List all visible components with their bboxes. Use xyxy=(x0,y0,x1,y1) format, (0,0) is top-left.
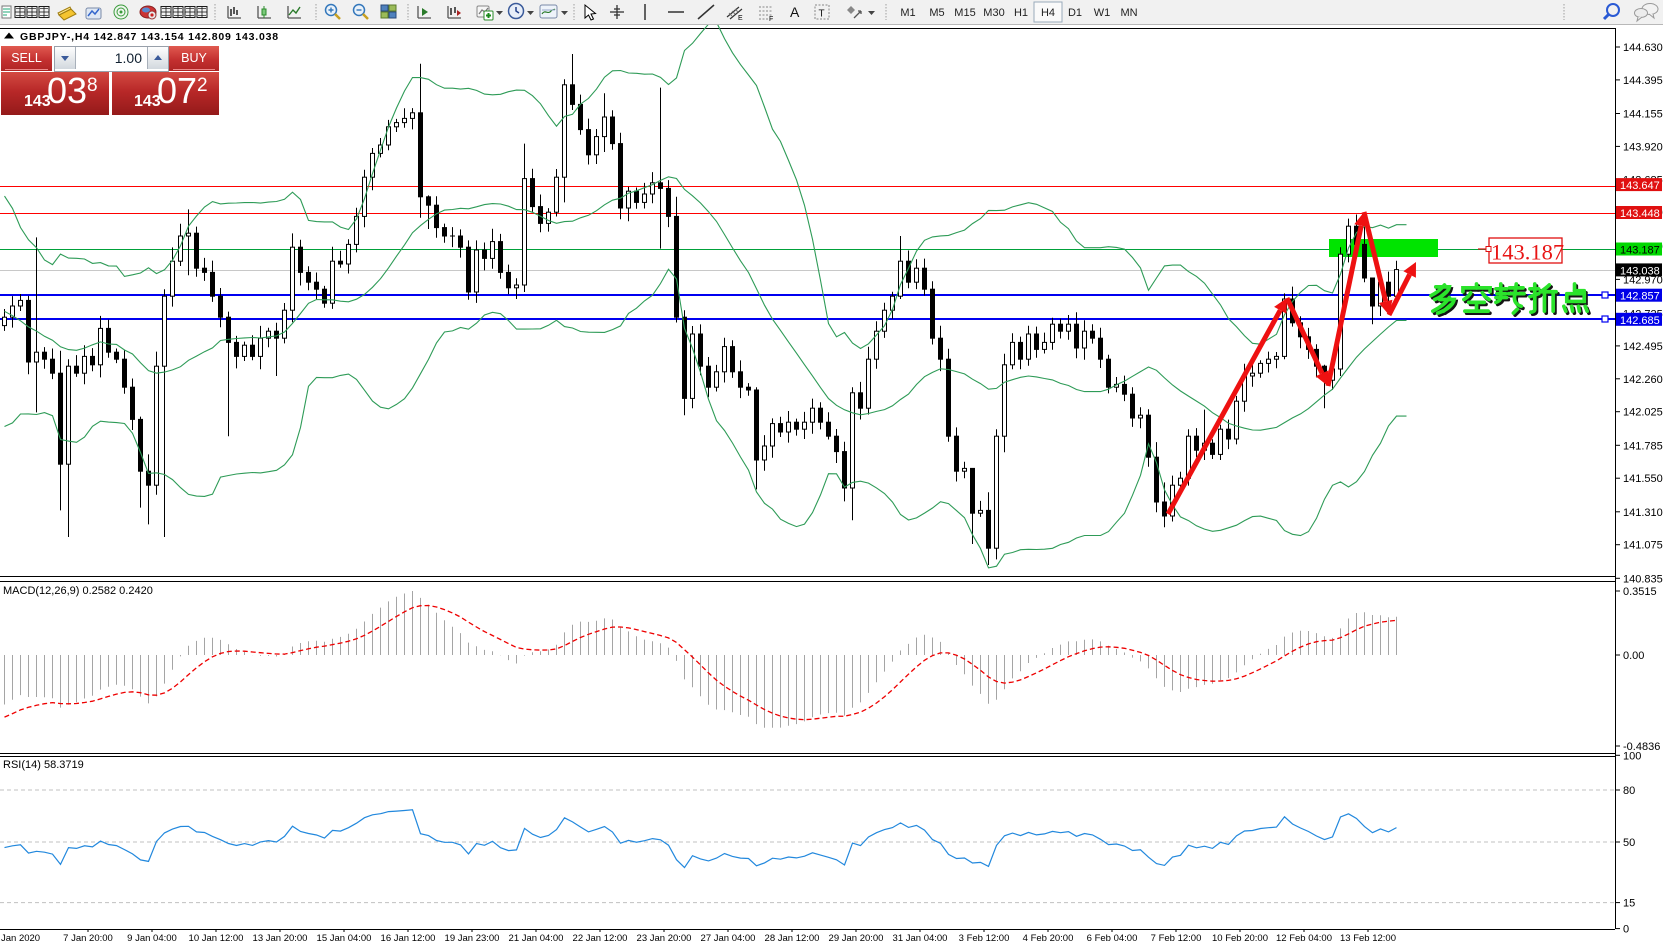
svg-text:140.835: 140.835 xyxy=(1623,573,1663,585)
svg-text:10 Feb 20:00: 10 Feb 20:00 xyxy=(1212,933,1268,944)
svg-text:7 Jan 20:00: 7 Jan 20:00 xyxy=(63,933,113,944)
svg-text:27 Jan 04:00: 27 Jan 04:00 xyxy=(701,933,756,944)
svg-text:142.260: 142.260 xyxy=(1623,374,1663,386)
svg-text:19 Jan 23:00: 19 Jan 23:00 xyxy=(445,933,500,944)
svg-text:141.075: 141.075 xyxy=(1623,540,1663,552)
svg-text:T: T xyxy=(819,9,825,20)
svg-text:142.970: 142.970 xyxy=(1623,274,1663,286)
svg-text:13 Jan 20:00: 13 Jan 20:00 xyxy=(253,933,308,944)
svg-text:12 Feb 04:00: 12 Feb 04:00 xyxy=(1276,933,1332,944)
svg-text:143.187: 143.187 xyxy=(1491,240,1564,265)
svg-text:141.550: 141.550 xyxy=(1623,473,1663,485)
svg-text:F: F xyxy=(769,16,773,23)
svg-text:31 Jan 04:00: 31 Jan 04:00 xyxy=(893,933,948,944)
svg-text:15 Jan 04:00: 15 Jan 04:00 xyxy=(317,933,372,944)
svg-text:13 Feb 12:00: 13 Feb 12:00 xyxy=(1340,933,1396,944)
svg-text:E: E xyxy=(738,15,743,22)
svg-text:-0.4836: -0.4836 xyxy=(1623,741,1660,753)
svg-text:0: 0 xyxy=(1623,924,1629,936)
svg-text:143.187: 143.187 xyxy=(1620,245,1660,257)
svg-text:22 Jan 12:00: 22 Jan 12:00 xyxy=(573,933,628,944)
svg-text:143.920: 143.920 xyxy=(1623,141,1663,153)
svg-text:Jan 2020: Jan 2020 xyxy=(1,933,40,944)
svg-text:0.3515: 0.3515 xyxy=(1623,586,1657,598)
svg-text:3 Feb 12:00: 3 Feb 12:00 xyxy=(959,933,1010,944)
svg-text:100: 100 xyxy=(1623,750,1641,762)
svg-text:28 Jan 12:00: 28 Jan 12:00 xyxy=(765,933,820,944)
svg-text:142.495: 142.495 xyxy=(1623,341,1663,353)
svg-text:80: 80 xyxy=(1623,785,1635,797)
svg-text:W1: W1 xyxy=(1094,7,1111,19)
svg-text:M1: M1 xyxy=(900,7,915,19)
svg-text:MACD(12,26,9) 0.2582 0.2420: MACD(12,26,9) 0.2582 0.2420 xyxy=(3,585,153,597)
svg-text:10 Jan 12:00: 10 Jan 12:00 xyxy=(189,933,244,944)
svg-text:141.310: 141.310 xyxy=(1623,507,1663,519)
svg-text:143.647: 143.647 xyxy=(1620,180,1660,192)
svg-text:4 Feb 20:00: 4 Feb 20:00 xyxy=(1023,933,1074,944)
svg-text:M30: M30 xyxy=(983,7,1004,19)
svg-text:21 Jan 04:00: 21 Jan 04:00 xyxy=(509,933,564,944)
svg-text:6 Feb 04:00: 6 Feb 04:00 xyxy=(1087,933,1138,944)
svg-text:142.685: 142.685 xyxy=(1620,315,1660,327)
svg-text:143.038: 143.038 xyxy=(1620,265,1660,277)
svg-text:16 Jan 12:00: 16 Jan 12:00 xyxy=(381,933,436,944)
svg-text:50: 50 xyxy=(1623,837,1635,849)
svg-text:144.155: 144.155 xyxy=(1623,109,1663,121)
svg-text:144.395: 144.395 xyxy=(1623,75,1663,87)
svg-text:H1: H1 xyxy=(1014,7,1028,19)
svg-text:9 Jan 04:00: 9 Jan 04:00 xyxy=(127,933,177,944)
svg-text:M15: M15 xyxy=(954,7,975,19)
svg-text:M5: M5 xyxy=(929,7,944,19)
svg-text:15: 15 xyxy=(1623,898,1635,910)
svg-text:142.857: 142.857 xyxy=(1620,291,1660,303)
svg-text:23 Jan 20:00: 23 Jan 20:00 xyxy=(637,933,692,944)
svg-text:142.025: 142.025 xyxy=(1623,407,1663,419)
svg-text:141.785: 141.785 xyxy=(1623,440,1663,452)
svg-text:MN: MN xyxy=(1120,7,1137,19)
svg-text:0.00: 0.00 xyxy=(1623,650,1644,662)
svg-text:GBPJPY-,H4 142.847 143.154 14: GBPJPY-,H4 142.847 143.154 142.809 143.0… xyxy=(20,31,279,43)
svg-text:7 Feb 12:00: 7 Feb 12:00 xyxy=(1151,933,1202,944)
svg-text:A: A xyxy=(790,4,800,20)
svg-text:RSI(14) 58.3719: RSI(14) 58.3719 xyxy=(3,759,84,771)
svg-text:143.448: 143.448 xyxy=(1620,208,1660,220)
svg-text:29 Jan 20:00: 29 Jan 20:00 xyxy=(829,933,884,944)
svg-text:D1: D1 xyxy=(1068,7,1082,19)
svg-text:144.630: 144.630 xyxy=(1623,42,1663,54)
svg-text:H4: H4 xyxy=(1041,7,1055,19)
